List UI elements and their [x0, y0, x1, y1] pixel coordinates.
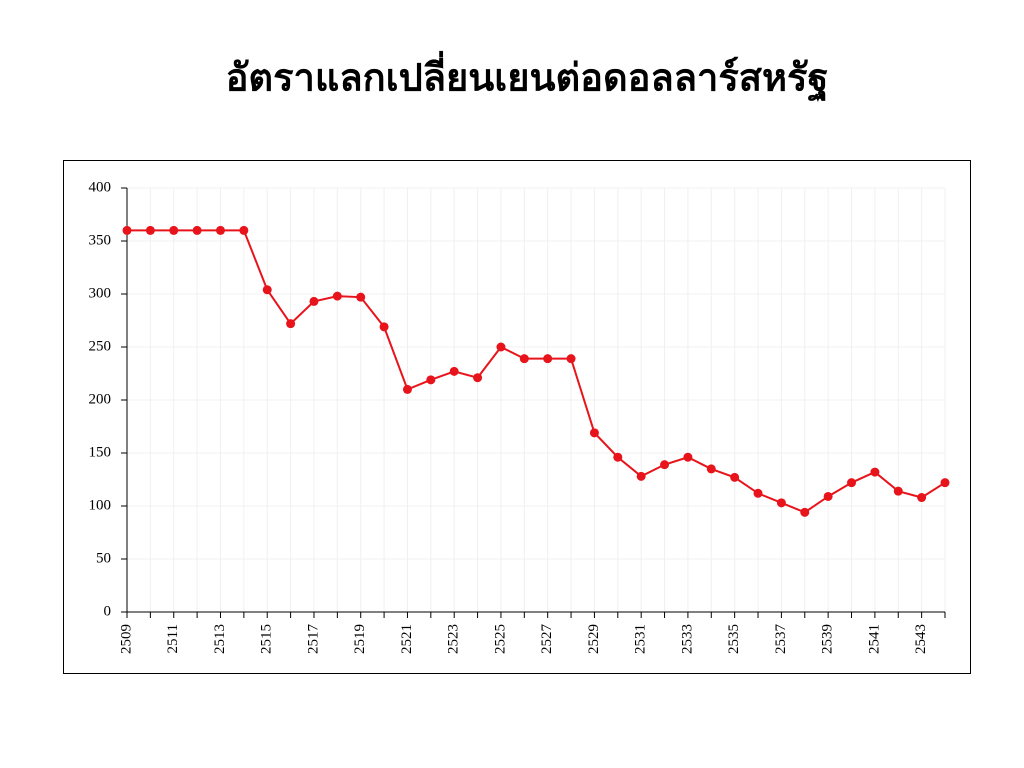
- y-tick-label: 50: [96, 550, 111, 566]
- data-point: [613, 452, 623, 462]
- x-tick-label: 2511: [165, 624, 181, 653]
- data-point: [356, 292, 366, 302]
- y-tick-label: 100: [89, 497, 112, 513]
- x-tick-label: 2517: [305, 624, 321, 655]
- y-tick-label: 300: [89, 285, 112, 301]
- x-tick-label: 2513: [212, 624, 228, 654]
- x-tick-label: 2529: [586, 624, 602, 654]
- plot-frame: [63, 160, 971, 674]
- data-point: [426, 375, 436, 385]
- x-tick-label: 2541: [866, 624, 882, 654]
- y-tick-label: 350: [89, 232, 112, 248]
- data-line: [127, 229, 946, 514]
- x-tick-label: 2539: [820, 624, 836, 654]
- data-point: [402, 384, 412, 394]
- x-tick-label: 2519: [352, 624, 368, 654]
- x-tick-label: 2521: [399, 624, 415, 654]
- data-point: [776, 498, 786, 508]
- x-tick-label: 2543: [913, 624, 929, 654]
- data-point: [917, 493, 927, 503]
- data-point: [706, 464, 716, 474]
- x-tick-label: 2535: [726, 624, 742, 654]
- data-point: [169, 225, 179, 235]
- data-point: [309, 296, 319, 306]
- data-point: [496, 342, 506, 352]
- x-tick-label: 2537: [773, 624, 789, 655]
- data-point: [566, 354, 576, 364]
- data-point: [145, 225, 155, 235]
- y-tick-label: 200: [89, 391, 112, 407]
- data-point: [893, 486, 903, 496]
- data-point: [730, 472, 740, 482]
- x-tick-label: 2531: [633, 624, 649, 654]
- x-tick-label: 2527: [539, 624, 555, 655]
- data-point: [449, 366, 459, 376]
- data-point: [122, 225, 132, 235]
- data-point: [940, 478, 950, 488]
- x-tick-label: 2533: [679, 624, 695, 654]
- data-point: [753, 488, 763, 498]
- y-tick-label: 400: [89, 179, 112, 195]
- data-point: [262, 285, 272, 295]
- data-point: [870, 467, 880, 477]
- data-point: [215, 225, 225, 235]
- data-point: [543, 354, 553, 364]
- data-point: [332, 291, 342, 301]
- data-point: [636, 471, 646, 481]
- data-point: [192, 225, 202, 235]
- y-tick-label: 0: [104, 603, 112, 619]
- y-tick-label: 150: [89, 444, 112, 460]
- data-point: [589, 428, 599, 438]
- data-point: [683, 452, 693, 462]
- chart-title: อัตราแลกเปลี่ยนเยนต่อดอลลาร์สหรัฐ: [226, 51, 829, 103]
- data-point: [847, 478, 857, 488]
- x-tick-label: 2509: [118, 624, 134, 654]
- x-tick-label: 2525: [492, 624, 508, 654]
- x-tick-label: 2515: [259, 624, 275, 654]
- data-point: [519, 354, 529, 364]
- x-tick-label: 2523: [446, 624, 462, 654]
- data-point: [473, 373, 483, 383]
- data-point: [239, 225, 249, 235]
- data-point: [660, 460, 670, 470]
- data-point: [823, 491, 833, 501]
- y-tick-label: 250: [89, 338, 112, 354]
- data-point: [800, 507, 810, 517]
- data-point: [379, 322, 389, 332]
- data-point: [286, 319, 296, 329]
